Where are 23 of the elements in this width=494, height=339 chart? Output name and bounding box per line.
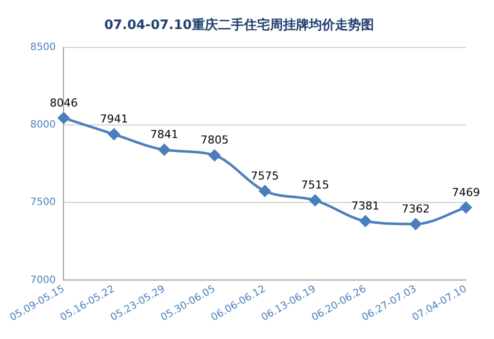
point xyxy=(360,215,372,227)
point xyxy=(410,218,422,230)
point xyxy=(460,202,472,214)
point xyxy=(58,112,70,124)
point xyxy=(158,144,170,156)
data-label: 7469 xyxy=(452,186,480,199)
chart-title: 07.04-07.10重庆二手住宅周挂牌均价走势图 xyxy=(104,17,374,34)
point xyxy=(108,128,120,140)
y-tick-label: 7500 xyxy=(30,197,56,208)
data-label: 7575 xyxy=(250,169,279,182)
y-tick-label: 7000 xyxy=(30,274,56,286)
y-tick-label: 8500 xyxy=(30,42,56,54)
data-label: 7515 xyxy=(301,178,330,192)
point xyxy=(259,185,271,197)
point xyxy=(309,194,321,206)
point xyxy=(208,150,220,162)
data-label: 7362 xyxy=(402,202,430,216)
y-tick-label: 8000 xyxy=(30,120,56,131)
data-label: 7381 xyxy=(351,199,380,212)
data-label: 7805 xyxy=(200,134,229,147)
data-label: 7841 xyxy=(150,128,178,142)
data-label: 7941 xyxy=(100,112,128,126)
data-label: 8046 xyxy=(50,96,78,110)
